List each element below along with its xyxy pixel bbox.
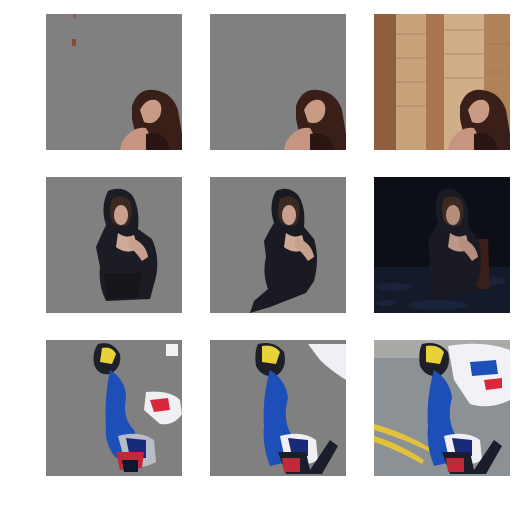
row1-original-photo <box>374 14 510 150</box>
row1-masked-prediction <box>46 14 182 150</box>
woman-looking-up-masked-ground-truth-image <box>210 14 346 150</box>
row2-masked-ground-truth <box>210 177 346 313</box>
woman-seated-photo <box>374 177 510 313</box>
motorcycle-racer-masked-prediction-image <box>46 340 182 476</box>
motorcycle-racer-masked-ground-truth-image <box>210 340 346 476</box>
woman-looking-up-photo <box>374 14 510 150</box>
woman-looking-up-masked-prediction-image <box>46 14 182 150</box>
woman-seated-masked-prediction-image <box>46 177 182 313</box>
image-grid <box>46 14 510 476</box>
row3-masked-prediction <box>46 340 182 476</box>
row2-masked-prediction <box>46 177 182 313</box>
row3-masked-ground-truth <box>210 340 346 476</box>
row2-original-photo <box>374 177 510 313</box>
row1-masked-ground-truth <box>210 14 346 150</box>
woman-seated-masked-ground-truth-image <box>210 177 346 313</box>
row3-original-photo <box>374 340 510 476</box>
motorcycle-racer-photo <box>374 340 510 476</box>
